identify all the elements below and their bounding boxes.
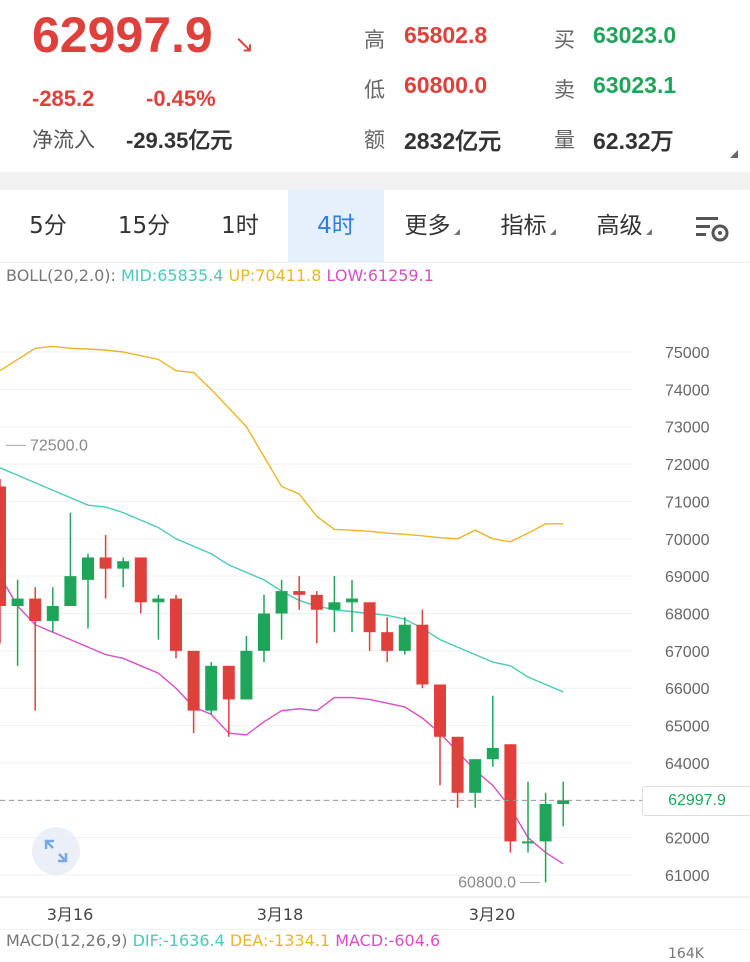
candlestick-chart[interactable]: 75000 74000 73000 72000 71000 70000 69000 68000… [0,290,750,930]
price-change-pct: -0.45% [146,86,216,111]
expand-icon [44,839,68,863]
y-tick-label: 62000 [665,831,710,848]
y-tick-label: 69000 [665,569,710,586]
low-label: 低 [364,78,385,102]
amount-value: 2832亿元 [404,128,502,154]
y-tick-label: 67000 [665,644,710,661]
y-tick-label: 66000 [665,681,710,698]
quote-panel: 62997.9 ↘ -285.2 -0.45% 净流入 -29.35亿元 高 6… [0,0,750,172]
net-inflow-label: 净流入 [32,128,95,152]
down-arrow-icon: ↘ [234,30,255,58]
candle-body [381,632,394,651]
candle-body [46,606,59,621]
candle-body [258,613,270,651]
x-tick-label: 3月18 [257,905,304,924]
high-marker-label: 72500.0 [30,437,88,454]
divider [0,172,750,190]
candle-body [522,841,534,844]
candle-body [11,598,24,607]
amount-label: 额 [364,128,385,152]
low-marker-label: 60800.0 [458,874,516,891]
dropdown-corner-icon [453,229,460,235]
last-price: 62997.9 [32,7,213,63]
candle-body [64,576,77,607]
y-tick-label: 68000 [665,607,710,624]
boll-up-line [0,345,564,543]
y-tick-label: 64000 [665,756,710,773]
candle-body [486,747,499,760]
net-inflow-value: -29.35亿元 [126,128,233,153]
candle-body [240,650,253,700]
chart-settings-button[interactable] [680,190,744,262]
candle-body [398,624,411,651]
high-label: 高 [364,28,385,52]
high-value: 65802.8 [404,22,488,48]
candle-body [434,684,446,737]
settings-list-icon [696,216,729,241]
y-tick-label: 70000 [665,532,710,549]
buy-label: 买 [554,28,575,52]
y-tick-label: 73000 [665,420,710,437]
y-tick-label: 75000 [665,345,710,362]
candle-body [82,557,94,580]
sell-value: 63023.1 [593,72,677,98]
y-tick-label: 72000 [665,457,710,474]
candle-body [0,486,6,607]
interval-tabs: 5分 15分 1时 4时 更多 指标 高级 [0,190,750,263]
candle-body [451,736,464,793]
tab-15min[interactable]: 15分 [117,213,171,239]
candle-body [557,800,570,805]
dropdown-corner-icon [549,229,556,235]
candle-body [328,602,341,610]
y-tick-label: 65000 [665,719,710,736]
tab-5min[interactable]: 5分 [29,213,67,239]
candle-body [346,598,358,603]
candle-body [416,624,429,685]
buy-value: 63023.0 [593,22,677,48]
candle-body [363,602,376,633]
candle-body [187,650,200,711]
fullscreen-button[interactable] [32,827,80,875]
candle-body [152,598,165,603]
volume-axis-label: 164K [668,946,704,962]
price-change: -285.2 [32,86,95,111]
low-value: 60800.0 [404,72,488,98]
candle-body [99,557,112,569]
expand-corner-icon[interactable] [730,150,738,158]
tab-more[interactable]: 更多 [384,190,480,262]
x-tick-label: 3月20 [469,905,516,924]
candle-body [469,759,482,793]
sell-label: 卖 [554,78,575,102]
tab-indicators[interactable]: 指标 [480,190,576,262]
volume-label: 量 [554,128,575,152]
candle-body [504,744,517,842]
x-tick-label: 3月16 [47,905,94,924]
last-price-tag: 62997.9 [642,786,750,816]
tab-4h[interactable]: 4时 [288,190,384,262]
candle-body [275,591,288,614]
candle-body [134,557,147,603]
tab-advanced[interactable]: 高级 [576,190,672,262]
candle-body [310,594,323,610]
y-tick-label: 61000 [665,868,710,885]
y-tick-label: 71000 [665,494,710,511]
y-tick-label: 74000 [665,382,710,399]
candle-body [170,598,182,651]
macd-legend: MACD(12,26,9) DIF:-1636.4 DEA:-1334.1 MA… [6,931,441,950]
dropdown-corner-icon [645,229,652,235]
candle-body [293,591,306,595]
candle-body [29,598,42,621]
candle-body [117,561,130,569]
boll-legend: BOLL(20,2.0): MID:65835.4 UP:70411.8 LOW… [6,266,434,285]
candle-body [539,804,552,842]
tab-1h[interactable]: 1时 [221,213,259,239]
candle-body [222,665,235,700]
candle-body [205,665,218,711]
volume-value: 62.32万 [593,128,674,154]
